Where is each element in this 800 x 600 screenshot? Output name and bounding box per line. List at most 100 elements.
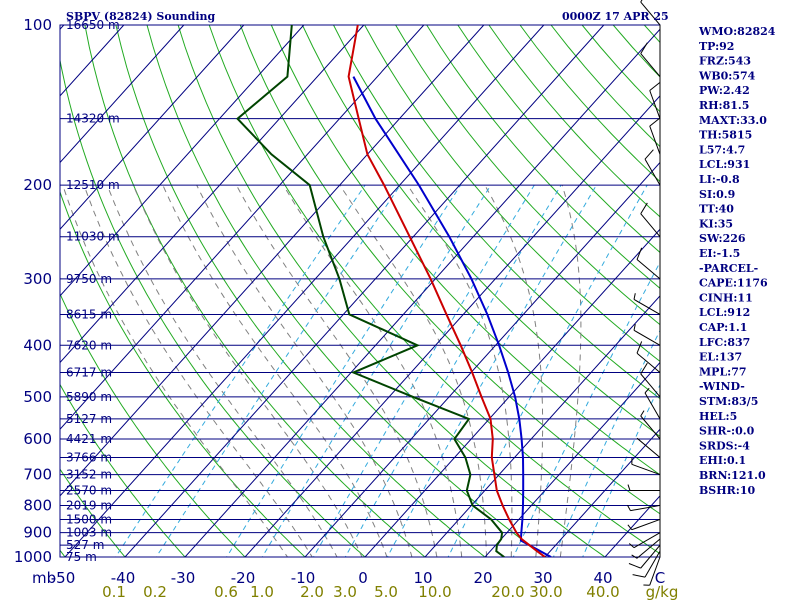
mixing-ratio-label: 30.0: [529, 583, 562, 600]
sounding-index-item: TH:5815: [699, 129, 752, 142]
wind-barb-shaft: [630, 504, 661, 512]
wind-barb-shaft: [640, 53, 661, 77]
temperature-tick-label: -20: [231, 569, 256, 587]
pressure-tick-label: 200: [23, 176, 52, 194]
sounding-index-item: TP:92: [699, 40, 734, 53]
wind-barb-feather: [640, 0, 643, 3]
wind-barb-shaft: [644, 550, 661, 578]
pressure-tick-label: 100: [23, 16, 52, 34]
isotherm-line: [60, 25, 485, 497]
temperature-line: [347, 25, 546, 557]
wind-barb-shaft: [649, 125, 661, 155]
temperature-tick-label: -40: [111, 569, 136, 587]
sounding-index-item: PW:2.42: [699, 84, 750, 97]
sounding-index-item: BRN:121.0: [699, 469, 766, 482]
mixing-ratio-label: 1.0: [250, 583, 274, 600]
sounding-index-item: MAXT:33.0: [699, 114, 767, 127]
height-label: 12510 m: [66, 178, 120, 192]
pressure-tick-label: 400: [23, 336, 52, 354]
temperature-tick-label: 40: [593, 569, 612, 587]
wind-barb-feather: [632, 574, 646, 578]
dry-adiabat-line: [60, 190, 306, 557]
wind-barb-shaft: [633, 329, 661, 346]
parcel-trace-line: [352, 76, 552, 557]
temperature-tick-label: 20: [473, 569, 492, 587]
sounding-index-item: SRDS:-4: [699, 439, 750, 452]
wind-barb-half-feather: [633, 293, 636, 300]
wind-barb-feather: [640, 42, 648, 54]
axis-label-layer: 16650 m 14320 m 12510 m 11030 m 9750 m 8615 m…: [14, 16, 679, 600]
dry-adiabat-line: [60, 383, 186, 557]
temperature-tick-label: 30: [533, 569, 552, 587]
profile-layer: [236, 25, 552, 557]
sounding-index-item: WMO:82824: [698, 25, 776, 38]
pressure-tick-label: 300: [23, 270, 52, 288]
sounding-index-item: SW:226: [699, 232, 746, 245]
wind-barb-shaft: [636, 352, 661, 373]
height-label: 6717 m: [66, 366, 112, 380]
moist-adiabat-line: [484, 184, 544, 557]
wind-barb-half-feather: [628, 543, 635, 549]
sounding-index-item: RH:81.5: [699, 99, 749, 112]
mixing-ratio-line: [155, 184, 401, 557]
temperature-tick-label: 10: [413, 569, 432, 587]
wind-barb-shaft: [636, 259, 661, 280]
wind-barb-feather: [628, 563, 641, 569]
sounding-index-item: SHR-:0.0: [699, 425, 755, 438]
wind-barb-shaft: [640, 415, 661, 440]
isotherm-line: [60, 25, 365, 364]
mixing-ratio-label: 5.0: [374, 583, 398, 600]
isotherm-line: [0, 25, 4, 568]
mixing-ratio-label: 10.0: [418, 583, 451, 600]
height-label: 16650 m: [66, 18, 120, 32]
isotherm-line: [604, 495, 660, 557]
wind-barb-shaft: [633, 299, 661, 315]
isotherm-line: [60, 25, 245, 230]
wind-barb-shaft: [644, 392, 661, 420]
dry-adiabat-line: [333, 25, 660, 400]
wind-barb-shaft: [644, 158, 661, 186]
sounding-index-item: FRZ:543: [699, 55, 751, 68]
wind-barb-shaft: [640, 544, 661, 569]
sounding-index-item: STM:83/5: [699, 395, 758, 408]
isobar-layer: [59, 24, 661, 558]
mixing-ratio-line: [261, 184, 492, 557]
dewpoint-line: [236, 25, 505, 557]
pressure-tick-label: 900: [23, 524, 52, 542]
isotherm-line: [64, 25, 545, 557]
height-label: 3152 m: [66, 468, 112, 482]
dry-adiabat-line: [208, 25, 660, 555]
mixing-ratio-line: [312, 184, 535, 557]
pressure-tick-label: 800: [23, 496, 52, 514]
mixing-ratio-label: 20.0: [491, 583, 524, 600]
wind-barb-feather: [644, 149, 654, 160]
station-title: SBPV (82824) Sounding: [66, 10, 216, 23]
sounding-index-item: CAPE:1176: [699, 277, 768, 290]
height-label: 2019 m: [66, 498, 112, 512]
height-label: 527 m: [66, 538, 104, 552]
temperature-tick-label: -30: [171, 569, 196, 587]
sounding-index-item: KI:35: [699, 217, 733, 230]
dry-adiabat-line: [115, 25, 486, 557]
grid-layer: [0, 25, 660, 568]
temperature-tick-label: 0: [358, 569, 368, 587]
height-label: 14320 m: [66, 112, 120, 126]
mixing-ratio-line: [386, 184, 597, 557]
sounding-index-item: TT:40: [699, 203, 734, 216]
dry-adiabat-line: [177, 25, 606, 557]
wind-barb-half-feather: [627, 524, 633, 531]
isotherm-line: [304, 161, 660, 557]
mixing-ratio-label: 2.0: [300, 583, 324, 600]
sounding-index-item: EL:137: [699, 351, 742, 364]
wind-barb-layer: [627, 0, 661, 586]
sounding-index-item: L57:4.7: [699, 143, 745, 156]
dry-adiabat-line: [60, 549, 66, 557]
dry-adiabat-line: [395, 25, 660, 326]
moist-adiabat-line: [196, 184, 413, 557]
mixing-ratio-label: 0.6: [214, 583, 238, 600]
isotherm-line: [364, 228, 660, 557]
sounding-index-item: CINH:11: [699, 291, 753, 304]
isotherm-line: [124, 25, 605, 557]
wind-barb-shaft: [633, 532, 661, 549]
height-label: 5890 m: [66, 390, 112, 404]
